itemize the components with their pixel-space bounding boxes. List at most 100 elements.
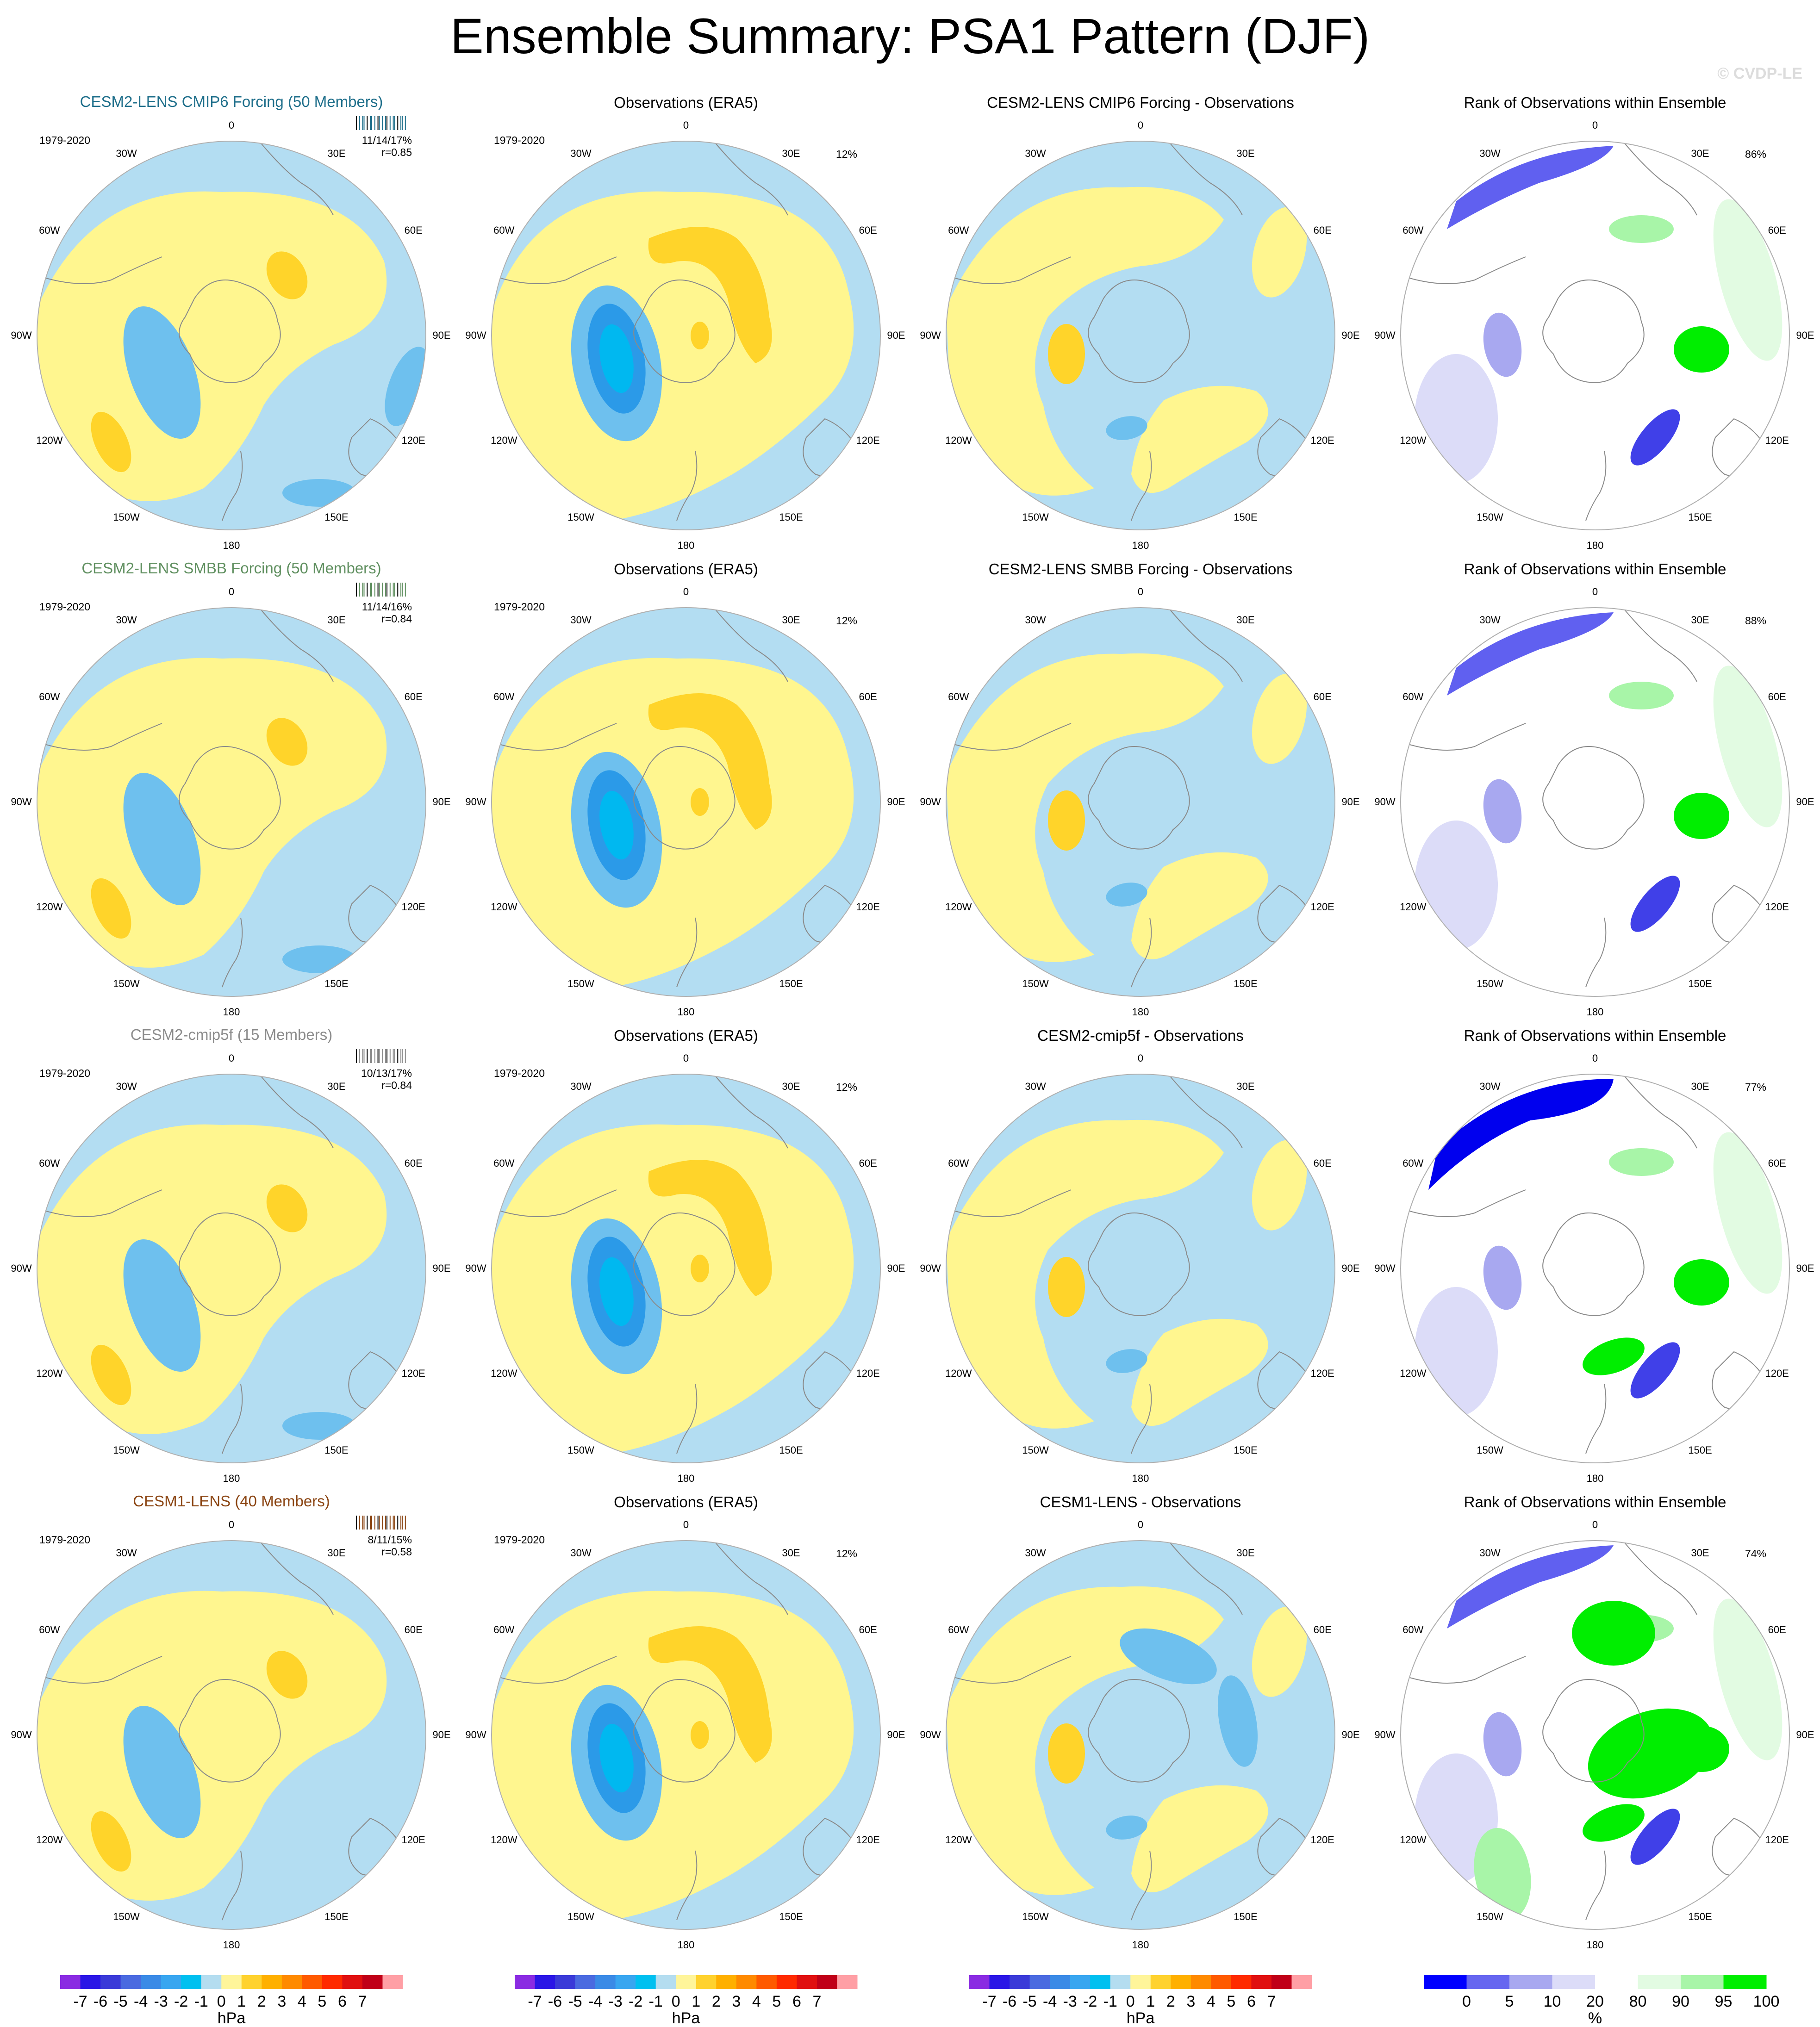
correlation-label: r=0.84 bbox=[381, 613, 412, 625]
positive-anomaly-region bbox=[492, 1591, 854, 1920]
antarctica-coastline bbox=[179, 746, 281, 850]
map-fill-group bbox=[37, 1074, 426, 1463]
negative-anomaly-center bbox=[599, 1257, 634, 1326]
longitude-label: 120E bbox=[1310, 901, 1334, 913]
south-america-coastline bbox=[492, 1189, 617, 1217]
longitude-label: 30W bbox=[116, 1080, 137, 1092]
new-zealand-coastline bbox=[676, 451, 698, 521]
longitude-label: 180 bbox=[1586, 1473, 1604, 1484]
longitude-label: 150E bbox=[324, 1444, 349, 1456]
antarctica-coastline bbox=[1088, 746, 1190, 850]
antarctica-coastline bbox=[633, 746, 735, 850]
polar-map bbox=[37, 1074, 426, 1463]
longitude-label: 30W bbox=[570, 614, 592, 626]
colorbar-tick-label: 6 bbox=[1247, 1993, 1256, 2010]
diff-panel-title: CESM2-LENS SMBB Forcing - Observations bbox=[988, 560, 1293, 578]
rank-panel-title: Rank of Observations within Ensemble bbox=[1464, 560, 1727, 578]
new-zealand-coastline bbox=[676, 1384, 698, 1454]
longitude-label: 150E bbox=[324, 511, 349, 523]
longitude-label: 90W bbox=[465, 1262, 486, 1274]
colorbar-tick-label: 7 bbox=[1267, 1993, 1276, 2010]
longitude-label: 90E bbox=[432, 1262, 451, 1274]
positive-anomaly-center bbox=[648, 1626, 772, 1763]
map-border bbox=[491, 141, 881, 530]
colorbar-tick-label: -6 bbox=[1002, 1993, 1017, 2010]
colorbar-swatch bbox=[1595, 1975, 1638, 1989]
colorbar-swatch bbox=[575, 1975, 596, 1989]
longitude-label: 180 bbox=[677, 1939, 695, 1951]
new-zealand-coastline bbox=[1131, 1850, 1152, 1921]
high-rank-region bbox=[1609, 1148, 1674, 1176]
longitude-label: 180 bbox=[677, 1006, 695, 1018]
positive-anomaly-region bbox=[1131, 1785, 1268, 1892]
positive-anomaly-center bbox=[266, 718, 308, 766]
longitude-label: 150W bbox=[1022, 511, 1049, 523]
longitude-label: 60W bbox=[493, 691, 515, 703]
antarctica-coastline bbox=[633, 280, 735, 383]
longitude-label: 150W bbox=[113, 1911, 140, 1923]
period-label: 1979-2020 bbox=[39, 1067, 90, 1079]
positive-anomaly-region bbox=[492, 191, 854, 521]
longitude-label: 30W bbox=[1479, 1547, 1501, 1559]
longitude-label: 150E bbox=[779, 978, 803, 990]
longitude-label: 120E bbox=[856, 1834, 880, 1846]
polar-map bbox=[946, 1074, 1335, 1463]
longitude-label: 0 bbox=[1137, 1052, 1144, 1064]
positive-anomaly-center bbox=[266, 251, 308, 299]
longitude-label: 120W bbox=[36, 1834, 63, 1846]
map-background bbox=[1401, 1074, 1789, 1463]
africa-coastline bbox=[713, 141, 788, 216]
longitude-label: 120E bbox=[1765, 1834, 1789, 1846]
longitude-label: 60E bbox=[1313, 224, 1332, 236]
colorbar-tick-label: 80 bbox=[1629, 1993, 1647, 2010]
colorbar-swatch bbox=[696, 1975, 717, 1989]
polar-map bbox=[491, 1074, 881, 1463]
new-zealand-coastline bbox=[222, 451, 243, 521]
longitude-label: 30W bbox=[116, 1547, 137, 1559]
longitude-label: 120E bbox=[856, 901, 880, 913]
positive-anomaly-center bbox=[648, 227, 772, 363]
colorbar-tick-label: -2 bbox=[629, 1993, 643, 2010]
colorbar-swatch bbox=[1231, 1975, 1252, 1989]
longitude-label: 120E bbox=[1310, 1834, 1334, 1846]
longitude-label: 180 bbox=[1132, 1473, 1149, 1484]
longitude-label: 30E bbox=[1236, 614, 1255, 626]
longitude-label: 0 bbox=[1592, 1519, 1598, 1530]
longitude-label: 60W bbox=[493, 1624, 515, 1635]
colorbar-swatch bbox=[1291, 1975, 1312, 1989]
longitude-label: 150W bbox=[113, 511, 140, 523]
longitude-label: 150E bbox=[1688, 511, 1712, 523]
antarctica-coastline bbox=[179, 280, 281, 383]
colorbar-swatch bbox=[1010, 1975, 1030, 1989]
positive-anomaly-center bbox=[648, 693, 772, 830]
watermark-text: © CVDP-LE bbox=[1717, 65, 1802, 82]
low-rank-region bbox=[1483, 312, 1522, 377]
colorbar-tick-label: 2 bbox=[711, 1993, 721, 2010]
longitude-label: 30W bbox=[1479, 614, 1501, 626]
longitude-label: 0 bbox=[1592, 119, 1598, 131]
polar-map bbox=[946, 141, 1335, 530]
polar-map bbox=[37, 1540, 426, 1930]
longitude-label: 60W bbox=[493, 224, 515, 236]
longitude-label: 90W bbox=[1374, 330, 1396, 341]
low-rank-region bbox=[1483, 1245, 1522, 1310]
map-fill-group bbox=[492, 1074, 880, 1463]
longitude-label: 120W bbox=[945, 1368, 972, 1379]
map-fill-group bbox=[946, 1074, 1335, 1463]
polar-map bbox=[1400, 1074, 1790, 1463]
longitude-label: 120W bbox=[36, 1368, 63, 1379]
longitude-label: 60E bbox=[1768, 1624, 1786, 1635]
colorbar-tick-label: -6 bbox=[93, 1993, 108, 2010]
colorbar-swatch bbox=[141, 1975, 162, 1989]
antarctica-coastline bbox=[633, 1212, 735, 1316]
positive-anomaly-region bbox=[946, 653, 1224, 962]
longitude-label: 0 bbox=[1137, 1519, 1144, 1530]
colorbar-swatch bbox=[837, 1975, 858, 1989]
period-label: 1979-2020 bbox=[39, 1534, 90, 1546]
longitude-label: 120E bbox=[856, 1368, 880, 1379]
colorbar-swatch bbox=[1150, 1975, 1171, 1989]
map-border bbox=[37, 1074, 426, 1463]
longitude-label: 30E bbox=[327, 147, 346, 159]
longitude-label: 90W bbox=[1374, 1262, 1396, 1274]
colorbar-swatch bbox=[382, 1975, 403, 1989]
